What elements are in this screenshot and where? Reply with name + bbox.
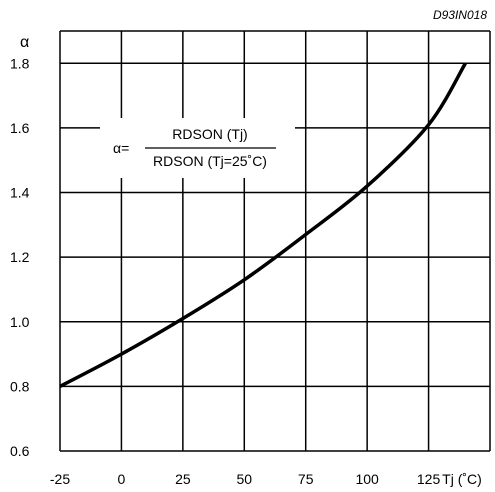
alpha-formula-annotation: α= RDSON (Tj) RDSON (Tj=25˚C)	[100, 118, 295, 178]
x-tick-labels: -25 0 25 50 75 100 125	[50, 471, 441, 487]
x-tick-label: 125	[417, 471, 441, 487]
y-tick-label: 1.6	[10, 120, 30, 136]
series-layer	[59, 62, 467, 388]
x-tick-label: 0	[118, 471, 126, 487]
x-axis-label: Tj (˚C)	[442, 471, 482, 487]
x-tick-label: 25	[175, 471, 191, 487]
y-tick-labels: 0.6 0.8 1.0 1.2 1.4 1.6 1.8	[10, 55, 30, 459]
y-tick-label: 0.8	[10, 378, 30, 394]
y-tick-label: 1.0	[10, 314, 30, 330]
formula-numerator: RDSON (Tj)	[172, 126, 247, 142]
y-tick-label: 0.6	[10, 443, 30, 459]
x-tick-label: -25	[50, 471, 70, 487]
x-tick-label: 100	[355, 471, 379, 487]
formula-denominator: RDSON (Tj=25˚C)	[153, 153, 267, 169]
figure-reference: D93IN018	[433, 8, 487, 22]
y-tick-label: 1.2	[10, 249, 30, 265]
x-tick-label: 50	[236, 471, 252, 487]
plot-frame	[59, 30, 490, 452]
y-axis-label: α	[20, 34, 29, 51]
series-line	[59, 62, 467, 388]
x-tick-label: 75	[298, 471, 314, 487]
grid-lines	[60, 31, 491, 451]
formula-prefix: α=	[113, 140, 129, 156]
y-tick-label: 1.4	[10, 185, 30, 201]
y-tick-label: 1.8	[10, 55, 30, 71]
